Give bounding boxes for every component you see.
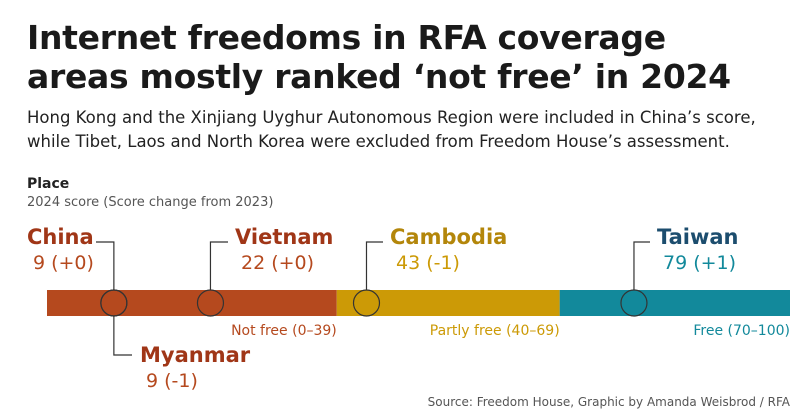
score-change: (-1) — [426, 252, 460, 274]
place-name: Cambodia — [390, 225, 507, 249]
leader-line — [365, 241, 383, 290]
score-value: 79 — [663, 252, 687, 274]
score-change: (+0) — [51, 252, 94, 274]
score-change: (-1) — [164, 370, 198, 392]
chart-title: Internet freedoms in RFA coverage areas … — [27, 18, 731, 96]
leader-line — [96, 241, 115, 290]
band — [559, 290, 790, 316]
band-label: Partly free (40–69) — [430, 323, 560, 339]
place-marker — [620, 289, 648, 317]
score-change: (+1) — [693, 252, 736, 274]
score-value: 43 — [396, 252, 420, 274]
place-marker — [196, 289, 225, 317]
band-label: Free (70–100) — [693, 323, 790, 339]
place-score: 43 (-1) — [396, 252, 460, 274]
leader-line — [113, 316, 132, 356]
legend-subtitle: 2024 score (Score change from 2023) — [27, 195, 273, 210]
place-name: Taiwan — [657, 225, 739, 249]
place-score: 9 (+0) — [33, 252, 94, 274]
leader-line — [633, 241, 650, 290]
score-change: (+0) — [271, 252, 314, 274]
band — [47, 290, 337, 316]
place-marker — [352, 289, 381, 317]
band-label: Not free (0–39) — [231, 323, 337, 339]
legend-title: Place — [27, 176, 69, 192]
leader-line — [209, 241, 228, 290]
score-value: 9 — [33, 252, 45, 274]
place-score: 79 (+1) — [663, 252, 736, 274]
chart-subtitle: Hong Kong and the Xinjiang Uyghur Autono… — [27, 108, 756, 151]
place-name: China — [27, 225, 94, 249]
place-name: Vietnam — [235, 225, 333, 249]
place-marker — [100, 289, 128, 317]
score-value: 22 — [241, 252, 265, 274]
band — [336, 290, 560, 316]
source: Source: Freedom House, Graphic by Amanda… — [428, 395, 791, 409]
place-score: 22 (+0) — [241, 252, 314, 274]
place-score: 9 (-1) — [146, 370, 198, 392]
score-value: 9 — [146, 370, 158, 392]
place-name: Myanmar — [140, 343, 251, 367]
